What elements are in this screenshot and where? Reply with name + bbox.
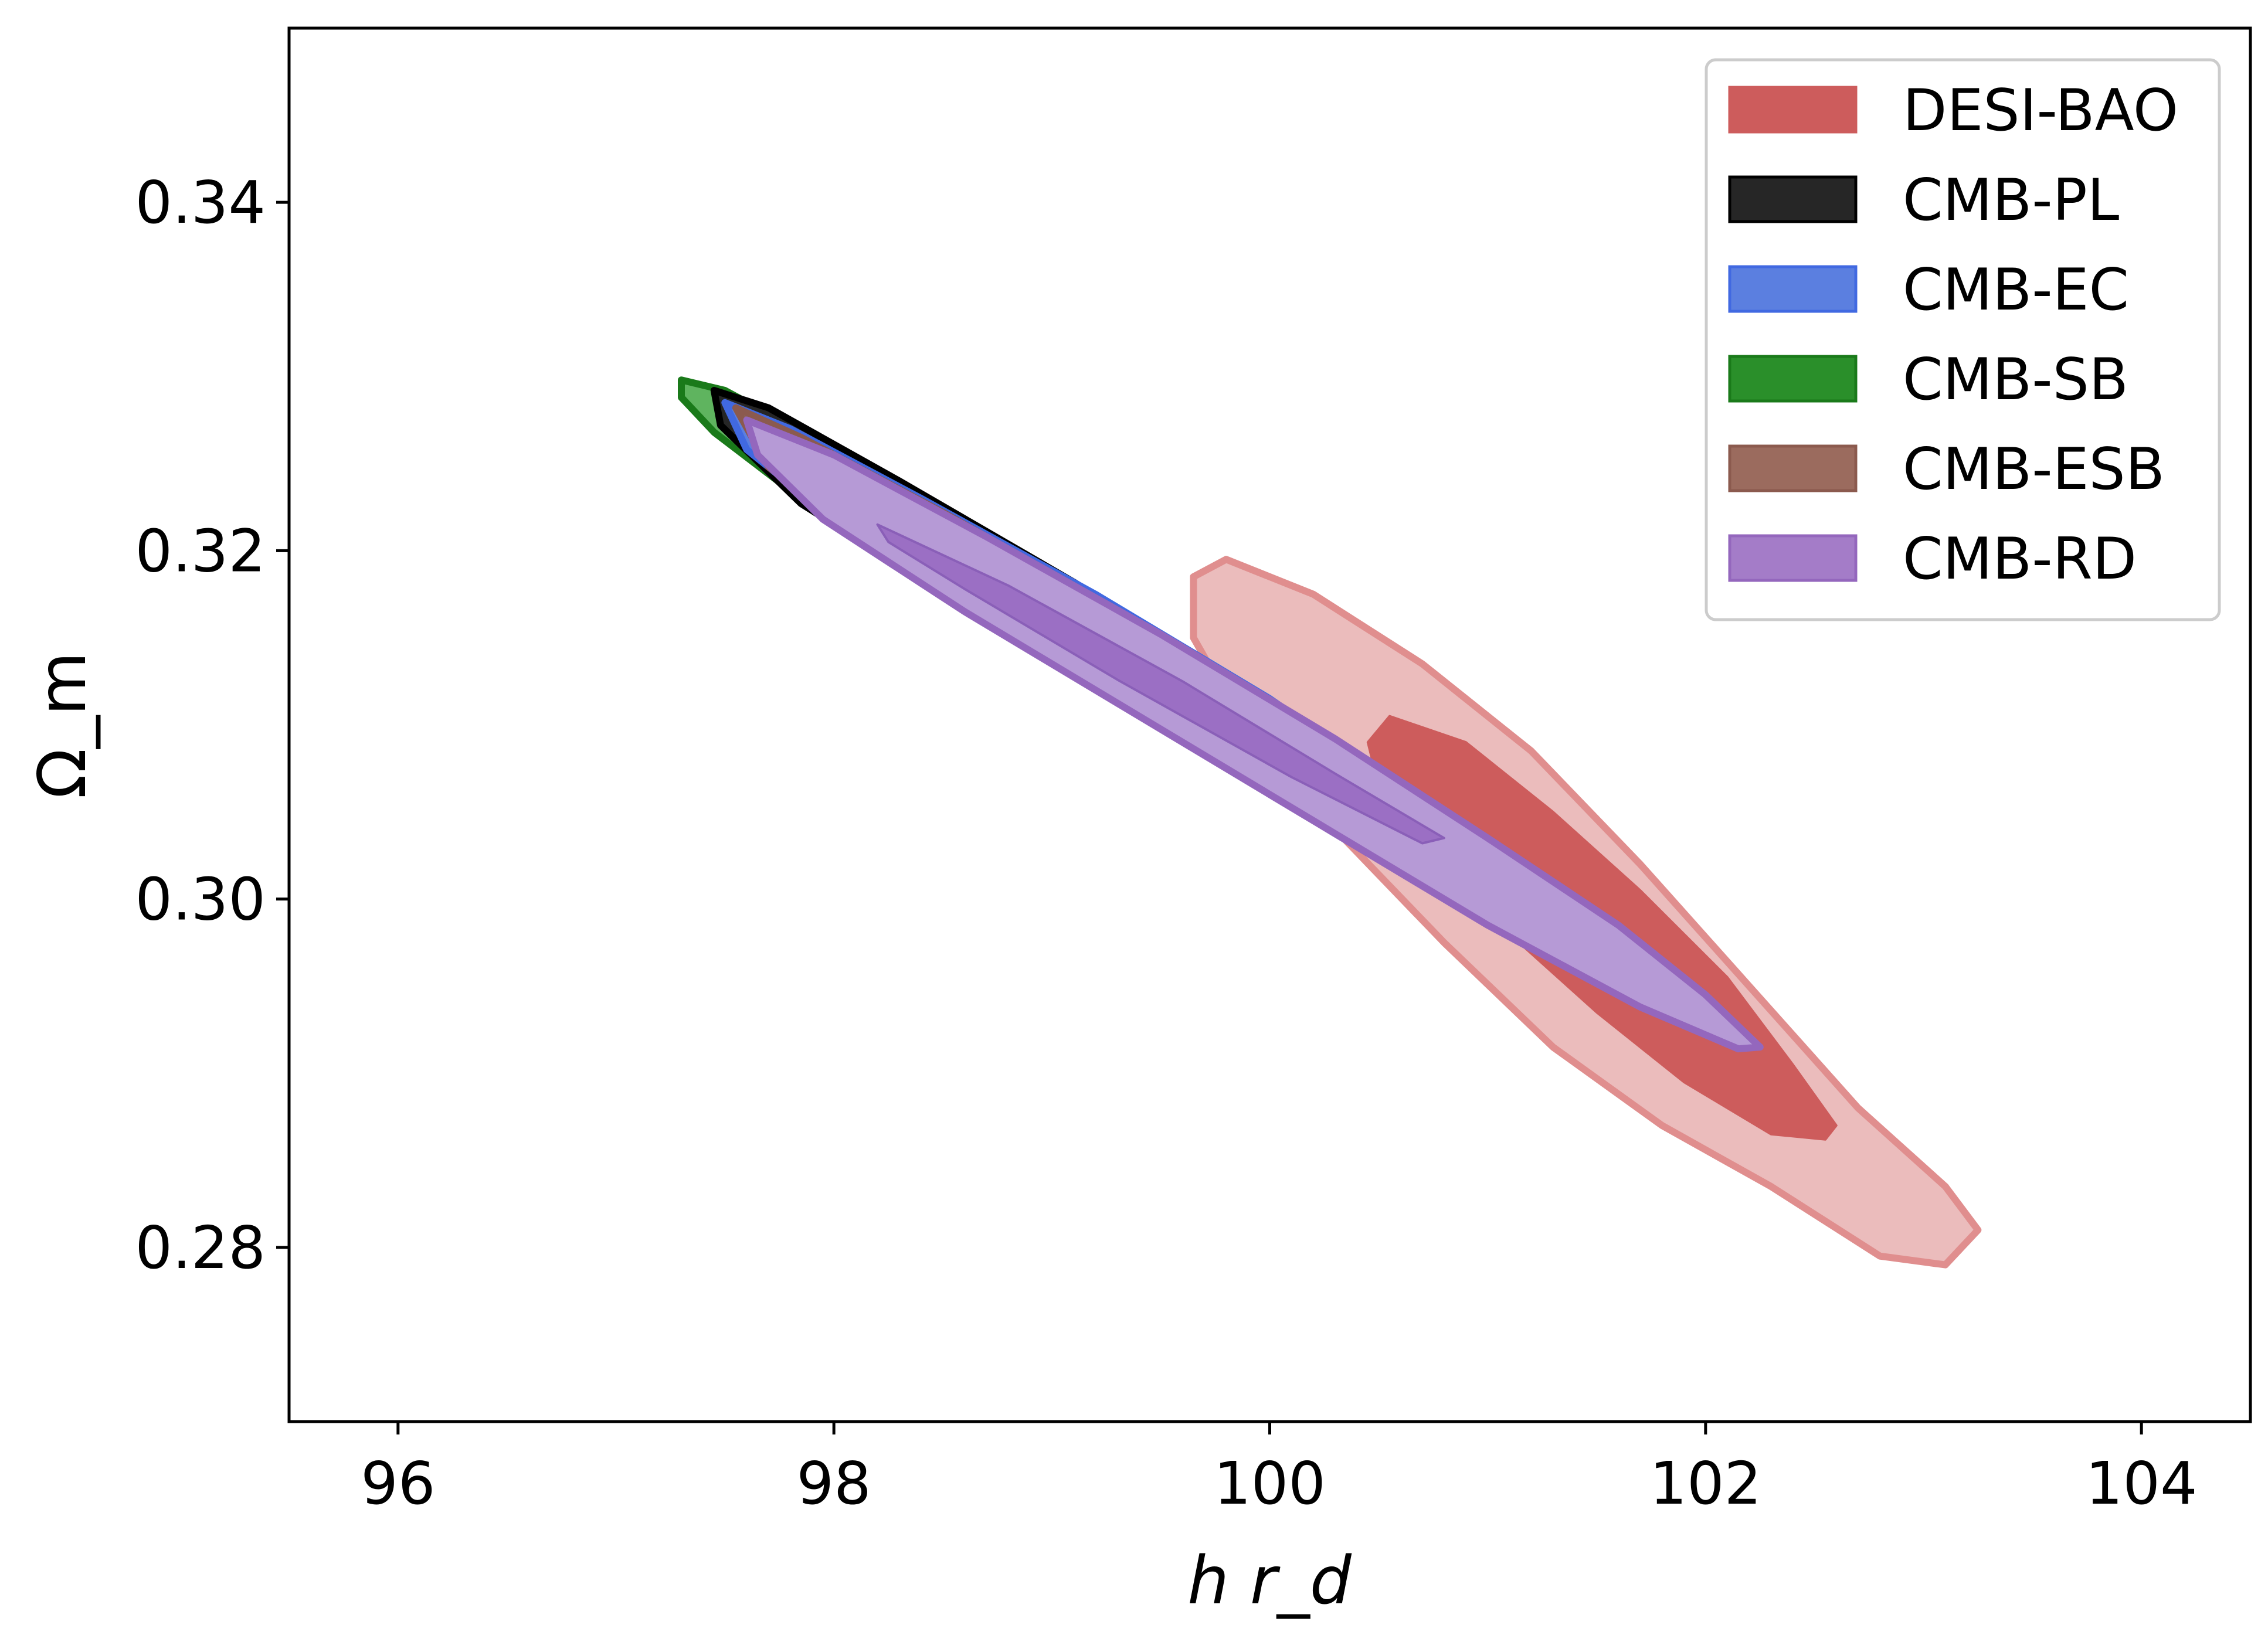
y-tick-label: 0.34 (135, 168, 266, 237)
cmb-rd-contour-68 (876, 523, 1445, 845)
legend-swatch-desi-bao (1728, 86, 1858, 134)
y-tick-label: 0.28 (135, 1213, 266, 1282)
legend-swatch-cmb-pl (1728, 175, 1858, 223)
x-axis-ticks: 96 98 100 102 104 (361, 1422, 2198, 1518)
x-tick-label: 100 (1214, 1449, 1326, 1518)
y-tick-label: 0.32 (135, 516, 266, 585)
legend-label-cmb-pl: CMB-PL (1903, 167, 2120, 234)
legend-swatch-cmb-ec (1728, 265, 1858, 313)
x-tick-label: 98 (797, 1449, 871, 1518)
legend-label-cmb-ec: CMB-EC (1903, 257, 2129, 324)
x-tick-label: 102 (1649, 1449, 1761, 1518)
x-tick-label: 104 (2086, 1449, 2198, 1518)
x-axis-label: h r_d (1187, 1543, 1352, 1619)
y-axis-label: Ω_m (25, 652, 101, 799)
legend-label-desi-bao: DESI-BAO (1903, 77, 2178, 144)
x-tick-label: 96 (361, 1449, 435, 1518)
contour-layer (678, 376, 1982, 1269)
legend-swatch-cmb-esb (1728, 444, 1858, 492)
y-tick-label: 0.30 (135, 865, 266, 934)
legend-label-cmb-rd: CMB-RD (1903, 526, 2137, 593)
legend-swatch-cmb-sb (1728, 355, 1858, 403)
legend-label-cmb-esb: CMB-ESB (1903, 436, 2165, 503)
legend: DESI-BAO CMB-PL CMB-EC CMB-SB CMB-ESB CMB-RD (1705, 58, 2221, 621)
legend-swatch-cmb-rd (1728, 534, 1858, 582)
y-axis-ticks: 0.28 0.30 0.32 0.34 (135, 168, 289, 1282)
legend-label-cmb-sb: CMB-SB (1903, 346, 2128, 413)
